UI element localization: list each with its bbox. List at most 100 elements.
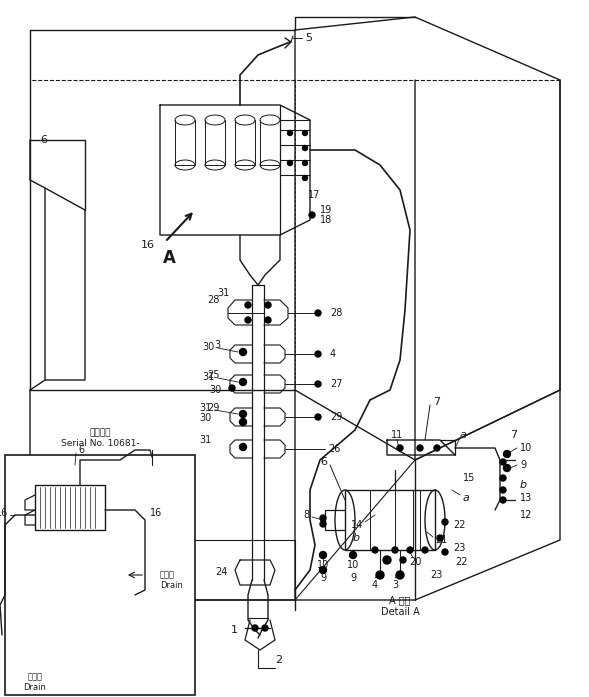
Text: 30: 30 <box>203 342 215 352</box>
Circle shape <box>287 160 293 165</box>
Circle shape <box>504 450 511 457</box>
Text: A: A <box>163 249 176 267</box>
Text: Drain: Drain <box>160 581 183 590</box>
Circle shape <box>442 519 448 525</box>
Circle shape <box>500 487 506 493</box>
Circle shape <box>417 445 423 451</box>
Text: Serial No. 10681-: Serial No. 10681- <box>61 440 140 448</box>
Circle shape <box>434 445 440 451</box>
Circle shape <box>240 418 247 425</box>
Text: 10: 10 <box>520 443 532 453</box>
Circle shape <box>303 146 307 151</box>
Text: 21: 21 <box>435 535 448 545</box>
Text: 31: 31 <box>200 403 212 413</box>
Text: 18: 18 <box>320 215 332 225</box>
Text: Detail A: Detail A <box>380 607 419 617</box>
Text: 適用底番: 適用底番 <box>90 429 111 438</box>
Text: 15: 15 <box>463 473 475 483</box>
Text: 28: 28 <box>330 308 342 318</box>
Text: 22: 22 <box>455 557 468 567</box>
Circle shape <box>422 547 428 553</box>
Circle shape <box>287 130 293 135</box>
Text: 16: 16 <box>0 508 8 518</box>
Text: 16: 16 <box>141 240 155 250</box>
Circle shape <box>320 521 326 527</box>
Text: 29: 29 <box>208 403 220 413</box>
Text: 3: 3 <box>392 580 398 590</box>
Text: 29: 29 <box>330 412 342 422</box>
Circle shape <box>500 459 506 465</box>
Text: A 詳細: A 詳細 <box>389 595 411 605</box>
Text: 5: 5 <box>305 33 312 43</box>
Circle shape <box>383 556 391 564</box>
Circle shape <box>349 551 356 558</box>
Text: 12: 12 <box>520 510 532 520</box>
Bar <box>5 455 195 695</box>
Text: 7: 7 <box>433 397 440 407</box>
Text: ドレン: ドレン <box>28 673 42 682</box>
Circle shape <box>240 348 247 355</box>
Circle shape <box>504 464 511 471</box>
Circle shape <box>319 567 326 574</box>
Text: 13: 13 <box>520 493 532 503</box>
Bar <box>35 485 105 530</box>
Text: 24: 24 <box>216 567 228 577</box>
Circle shape <box>400 557 406 563</box>
Circle shape <box>442 549 448 555</box>
Circle shape <box>229 385 235 391</box>
Text: 4: 4 <box>372 580 378 590</box>
Text: 9: 9 <box>350 573 356 583</box>
Text: 23: 23 <box>430 570 442 580</box>
Text: 10: 10 <box>347 560 359 570</box>
Text: 9: 9 <box>520 460 526 470</box>
Text: 25: 25 <box>207 370 220 380</box>
Text: ドレン: ドレン <box>160 571 175 579</box>
Circle shape <box>320 515 326 521</box>
Circle shape <box>319 551 326 558</box>
Circle shape <box>396 571 404 579</box>
Text: 6: 6 <box>40 135 47 145</box>
Text: 8: 8 <box>304 510 310 520</box>
Text: 31: 31 <box>203 372 215 382</box>
Text: 10: 10 <box>317 560 329 570</box>
Text: b: b <box>353 533 360 543</box>
Circle shape <box>407 547 413 553</box>
Circle shape <box>265 317 271 323</box>
Text: 27: 27 <box>330 379 342 389</box>
Text: a: a <box>459 430 466 440</box>
Text: 6: 6 <box>320 457 327 467</box>
Text: 30: 30 <box>200 413 212 423</box>
Text: 20: 20 <box>409 557 421 567</box>
Text: 2: 2 <box>275 655 282 665</box>
Text: 28: 28 <box>208 295 220 305</box>
Text: Drain: Drain <box>24 682 47 691</box>
Text: 31: 31 <box>200 435 212 445</box>
Text: 1: 1 <box>231 625 238 635</box>
Text: 17: 17 <box>308 190 320 200</box>
Circle shape <box>500 497 506 503</box>
Text: 26: 26 <box>328 444 340 454</box>
Circle shape <box>315 310 321 316</box>
Text: 22: 22 <box>453 520 465 530</box>
Circle shape <box>315 381 321 387</box>
Text: 11: 11 <box>391 430 403 440</box>
Text: 30: 30 <box>210 385 222 395</box>
Text: 4: 4 <box>330 349 336 359</box>
Text: 14: 14 <box>351 520 363 530</box>
Circle shape <box>315 414 321 420</box>
Circle shape <box>397 445 403 451</box>
Circle shape <box>245 317 251 323</box>
Text: 23: 23 <box>453 543 465 553</box>
Circle shape <box>265 302 271 308</box>
Circle shape <box>262 625 268 631</box>
Circle shape <box>240 443 247 450</box>
Circle shape <box>303 160 307 165</box>
Circle shape <box>315 351 321 357</box>
Circle shape <box>500 475 506 481</box>
Circle shape <box>252 625 258 631</box>
Circle shape <box>437 535 443 541</box>
Circle shape <box>392 547 398 553</box>
Circle shape <box>240 378 247 385</box>
Circle shape <box>309 212 315 218</box>
Text: 3: 3 <box>214 340 220 350</box>
